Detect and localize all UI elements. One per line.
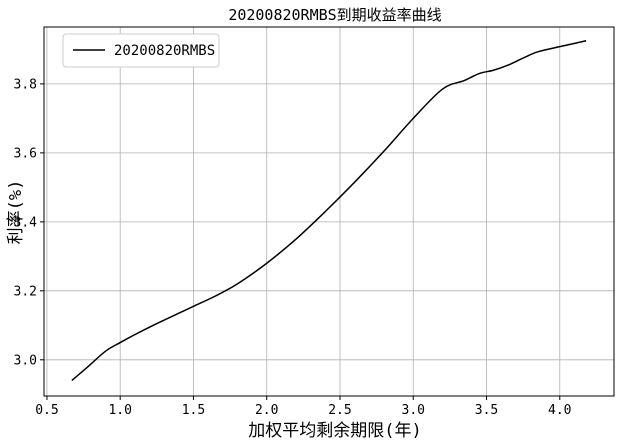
x-axis-ticks: 0.5 1.0 1.5 2.0 2.5 3.0 3.5 4.0 bbox=[35, 396, 572, 418]
series-layer bbox=[71, 40, 587, 382]
y-axis-label: 利率(%) bbox=[6, 180, 26, 245]
x-axis-label: 加权平均剩余期限(年) bbox=[248, 421, 421, 441]
legend: 20200820RMBS bbox=[62, 33, 220, 68]
legend-box bbox=[62, 33, 220, 68]
grid bbox=[44, 27, 614, 396]
y-axis-ticks: 3.0 3.2 3.4 3.6 3.8 bbox=[14, 77, 44, 368]
series-line bbox=[71, 40, 587, 382]
y-tick-label: 3.6 bbox=[14, 146, 37, 161]
legend-label: 20200820RMBS bbox=[114, 43, 215, 59]
x-tick-label: 4.0 bbox=[548, 403, 571, 418]
y-tick-label: 3.0 bbox=[14, 353, 37, 368]
chart-title: 20200820RMBS到期收益率曲线 bbox=[228, 6, 441, 24]
x-tick-label: 1.5 bbox=[182, 403, 205, 418]
x-tick-label: 3.5 bbox=[475, 403, 498, 418]
x-tick-label: 3.0 bbox=[402, 403, 425, 418]
y-tick-label: 3.4 bbox=[14, 215, 38, 230]
x-tick-label: 0.5 bbox=[35, 403, 58, 418]
x-tick-label: 1.0 bbox=[108, 403, 131, 418]
x-tick-label: 2.0 bbox=[255, 403, 278, 418]
plot-frame bbox=[43, 26, 615, 397]
y-tick-label: 3.8 bbox=[14, 77, 37, 92]
y-tick-label: 3.2 bbox=[14, 284, 37, 299]
x-tick-label: 2.5 bbox=[328, 403, 351, 418]
